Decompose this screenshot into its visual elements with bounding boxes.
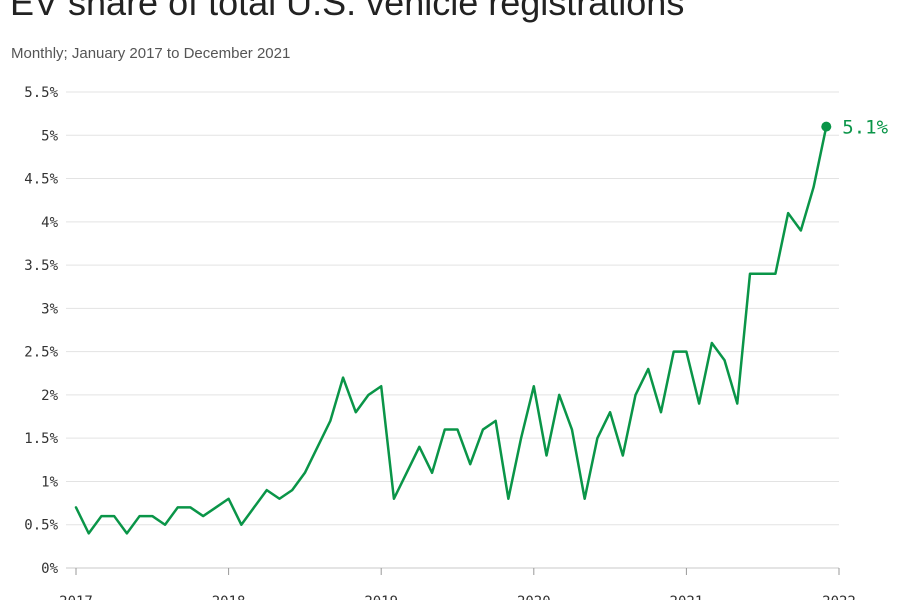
chart-title: EV share of total U.S. vehicle registrat… [10, 0, 685, 23]
series-layer: 5.1% [74, 117, 889, 535]
y-tick-label: 0% [41, 561, 58, 577]
y-tick-label: 5.5% [24, 85, 58, 101]
y-tick-label: 2% [41, 388, 58, 404]
x-axis-ticks: 2017 2018 2019 2020 2021 2022 [59, 568, 856, 600]
y-tick-label: 1% [41, 474, 58, 490]
x-tick-label: 2018 [212, 594, 246, 600]
x-tick-label: 2019 [364, 594, 398, 600]
y-tick-label: 3.5% [24, 258, 58, 274]
y-tick-label: 4% [41, 215, 58, 231]
x-tick-label: 2017 [59, 594, 93, 600]
y-axis-ticks: 0% 0.5% 1% 1.5% 2% 2.5% 3% 3.5% 4% 4.5% 5% 5.5% [24, 85, 58, 577]
x-tick-label: 2022 [822, 594, 856, 600]
series-line [74, 125, 828, 535]
y-tick-label: 3% [41, 301, 58, 317]
y-tick-label: 0.5% [24, 518, 58, 534]
end-value-label: 5.1% [842, 117, 888, 139]
y-tick-label: 5% [41, 128, 58, 144]
y-tick-label: 1.5% [24, 431, 58, 447]
chart-subtitle: Monthly; January 2017 to December 2021 [11, 45, 291, 62]
end-point-marker [821, 121, 832, 132]
x-tick-label: 2020 [517, 594, 551, 600]
y-tick-label: 4.5% [24, 172, 58, 188]
y-tick-label: 2.5% [24, 345, 58, 361]
x-tick-label: 2021 [670, 594, 704, 600]
grid-lines [66, 91, 839, 569]
